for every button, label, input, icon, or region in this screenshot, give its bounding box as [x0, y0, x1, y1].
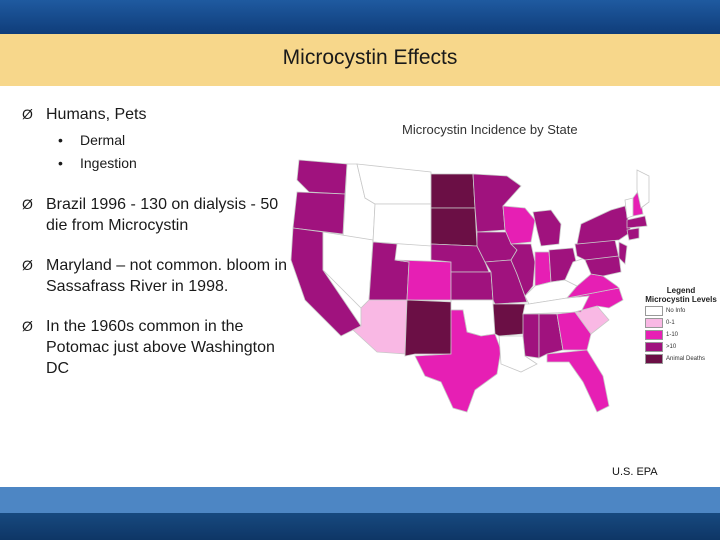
state-wy — [372, 203, 432, 247]
state-nm — [404, 299, 454, 357]
state-ms — [522, 313, 540, 359]
sub-bullet-text: Ingestion — [80, 155, 137, 171]
legend-item: 1-10 — [645, 330, 717, 340]
map-legend: Legend Microcystin Levels No Info 0-1 1-… — [645, 286, 717, 364]
legend-label: 1-10 — [666, 332, 679, 338]
state-ct — [626, 227, 640, 241]
legend-item: No Info — [645, 306, 717, 316]
bullet-item: Ø In the 1960s common in the Potomac jus… — [22, 316, 302, 379]
state-wi — [502, 205, 536, 245]
state-ny — [576, 205, 632, 245]
state-ar — [492, 303, 526, 337]
legend-swatch — [645, 306, 663, 316]
source-credit: U.S. EPA — [612, 466, 658, 478]
legend-item: 0-1 — [645, 318, 717, 328]
bullet-arrow-icon: Ø — [22, 196, 33, 212]
state-nd — [430, 173, 476, 209]
bullet-arrow-icon: Ø — [22, 318, 33, 334]
state-al — [538, 313, 564, 359]
state-mt — [356, 163, 432, 205]
state-me — [636, 169, 650, 209]
bullet-text: Maryland – not common. bloom in Sassafra… — [46, 257, 287, 295]
bullet-text: In the 1960s common in the Potomac just … — [46, 318, 275, 377]
state-ga — [556, 311, 592, 351]
sub-bullet-dot-icon: • — [58, 155, 63, 171]
legend-label: 0-1 — [666, 320, 675, 326]
state-nj — [618, 241, 628, 265]
state-tx — [414, 309, 502, 413]
legend-swatch — [645, 330, 663, 340]
state-ks — [450, 271, 494, 301]
us-state-map — [290, 159, 650, 413]
legend-item: Animal Deaths — [645, 354, 717, 364]
state-az — [352, 299, 408, 355]
legend-label: No Info — [666, 308, 686, 314]
state-md — [584, 255, 622, 277]
sub-bullet-item: • Ingestion — [58, 152, 302, 175]
map-title: Microcystin Incidence by State — [402, 122, 578, 137]
bullet-item: Ø Brazil 1996 - 130 on dialysis - 50 die… — [22, 194, 302, 236]
state-nh — [632, 189, 644, 217]
legend-label: >10 — [666, 344, 677, 350]
state-fl — [546, 349, 610, 413]
state-in — [534, 251, 552, 287]
bullet-item: Ø Maryland – not common. bloom in Sassaf… — [22, 255, 302, 297]
bullet-list: Ø Humans, Pets • Dermal • Ingestion Ø Br… — [22, 104, 302, 379]
sub-bullet-item: • Dermal — [58, 129, 302, 152]
legend-swatch — [645, 318, 663, 328]
state-sd — [430, 207, 478, 247]
bullet-arrow-icon: Ø — [22, 257, 33, 273]
state-ma — [626, 215, 648, 229]
state-or — [292, 191, 346, 235]
state-ut — [368, 241, 410, 301]
sub-bullet-dot-icon: • — [58, 132, 63, 148]
state-nc — [566, 287, 624, 313]
legend-swatch — [645, 342, 663, 352]
bottom-band-dark — [0, 513, 720, 540]
legend-label: Animal Deaths — [666, 356, 706, 362]
sub-bullet-text: Dermal — [80, 132, 126, 148]
slide-title: Microcystin Effects — [282, 46, 458, 69]
title-band — [0, 34, 720, 86]
bullet-text: Brazil 1996 - 130 on dialysis - 50 die f… — [46, 196, 279, 234]
legend-subtitle: Microcystin Levels — [645, 295, 717, 304]
bullet-item: Ø Humans, Pets — [22, 104, 302, 125]
state-mi — [532, 209, 562, 247]
top-band — [0, 0, 720, 34]
bullet-arrow-icon: Ø — [22, 106, 33, 122]
state-co — [394, 259, 452, 301]
legend-swatch — [645, 354, 663, 364]
bullet-text: Humans, Pets — [46, 106, 147, 123]
legend-title: Legend — [666, 286, 696, 295]
legend-item: >10 — [645, 342, 717, 352]
bottom-band — [0, 487, 720, 513]
state-wa — [296, 159, 348, 195]
